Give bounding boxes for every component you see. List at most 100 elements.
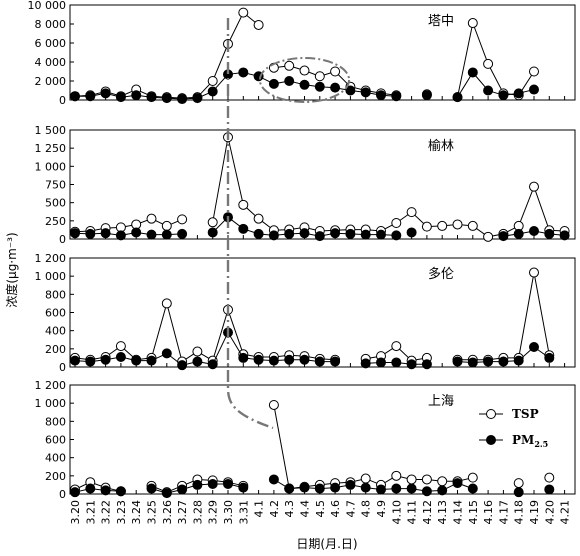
y-tick-label: 1 000 bbox=[35, 397, 67, 410]
tsp-point bbox=[406, 207, 417, 218]
tsp-point bbox=[437, 476, 448, 487]
pm25-line bbox=[74, 488, 121, 493]
pm25-point bbox=[100, 228, 111, 239]
legend-pm25-label: PM2.5 bbox=[512, 433, 548, 449]
panels-layer: 0 2 000 4 000 6 000 8 000 10 000 塔中 0 250 500 750 1… bbox=[28, 0, 576, 525]
x-tick-label: 4.1 bbox=[253, 500, 266, 518]
pm25-point bbox=[544, 484, 555, 495]
x-tick-label: 4.20 bbox=[543, 500, 556, 525]
tsp-point bbox=[483, 58, 494, 69]
tsp-point bbox=[391, 218, 402, 229]
pm25-point bbox=[406, 359, 417, 370]
pm25-point bbox=[467, 483, 478, 494]
pm25-point bbox=[330, 228, 341, 239]
pm25-point bbox=[299, 482, 310, 493]
pm25-point bbox=[299, 79, 310, 90]
legend: TSP PM2.5 bbox=[479, 407, 548, 449]
highlight-ellipse bbox=[258, 57, 351, 103]
pm25-point bbox=[513, 355, 524, 366]
pm25-point bbox=[161, 93, 172, 104]
pm25-point bbox=[268, 78, 279, 89]
x-tick-label: 4.10 bbox=[390, 500, 403, 525]
tsp-point bbox=[253, 19, 264, 30]
pm25-point bbox=[314, 483, 325, 494]
x-tick-label: 4.11 bbox=[406, 500, 419, 525]
pm25-point bbox=[115, 230, 126, 241]
tsp-line bbox=[212, 137, 565, 238]
x-tick-label: 3.24 bbox=[130, 500, 143, 525]
tsp-point bbox=[406, 474, 417, 485]
pm25-point bbox=[161, 348, 172, 359]
pm25-point bbox=[70, 355, 80, 366]
legend-tsp-label: TSP bbox=[512, 407, 539, 421]
y-tick-label: 400 bbox=[45, 325, 66, 338]
pm25-point bbox=[192, 356, 203, 367]
x-tick-label: 3.26 bbox=[161, 500, 174, 525]
pm25-point bbox=[529, 342, 539, 353]
x-tick-label: 3.22 bbox=[100, 500, 113, 525]
x-tick-label: 4.14 bbox=[452, 500, 465, 525]
tsp-point bbox=[529, 66, 539, 77]
y-tick-label: 0 bbox=[59, 361, 66, 374]
tsp-point bbox=[467, 220, 478, 231]
pm25-point bbox=[498, 90, 509, 101]
tsp-point bbox=[299, 65, 310, 76]
x-axis-title: 日期(月.日) bbox=[296, 537, 357, 551]
pm25-point bbox=[70, 228, 80, 239]
x-tick-label: 4.5 bbox=[314, 500, 327, 518]
x-tick-label: 3.28 bbox=[191, 500, 204, 525]
y-axis-title: 浓度(μg·m⁻³) bbox=[4, 232, 19, 307]
tsp-point bbox=[161, 298, 172, 309]
tsp-point bbox=[284, 60, 295, 71]
pm25-point bbox=[284, 76, 295, 86]
pm25-point bbox=[115, 486, 126, 497]
pm25-point bbox=[207, 86, 218, 97]
panel-frame bbox=[69, 257, 576, 368]
pm25-point bbox=[345, 228, 356, 239]
pm25-point bbox=[513, 487, 524, 498]
y-tick-label: 4 000 bbox=[35, 56, 67, 69]
legend-pm25-name: PM bbox=[512, 433, 534, 447]
tsp-point bbox=[238, 7, 249, 18]
tsp-point bbox=[207, 217, 218, 228]
x-tick-label: 4.15 bbox=[467, 500, 480, 525]
y-tick-label: 500 bbox=[45, 197, 66, 210]
pm25-point bbox=[146, 229, 157, 240]
y-tick-label: 800 bbox=[45, 415, 66, 428]
tsp-point bbox=[161, 220, 172, 231]
panel-2: 0 250 500 750 1 000 1 250 1 500 榆林 bbox=[35, 124, 576, 246]
pm25-point bbox=[268, 355, 279, 366]
pm25-point bbox=[299, 354, 310, 365]
pm25-point bbox=[284, 483, 295, 494]
tsp-point bbox=[115, 341, 126, 352]
tsp-point bbox=[421, 474, 432, 485]
pm25-point bbox=[207, 227, 218, 238]
pm25-point bbox=[452, 478, 463, 489]
pm25-point bbox=[421, 90, 432, 101]
tsp-line bbox=[74, 481, 122, 492]
overlay-layer bbox=[226, 18, 351, 430]
y-tick-label: 1 000 bbox=[35, 270, 67, 283]
tsp-line bbox=[74, 301, 336, 363]
pm25-point bbox=[268, 230, 279, 241]
pm25-point bbox=[406, 227, 417, 238]
pm25-point bbox=[85, 356, 96, 367]
x-tick-label: 3.25 bbox=[146, 500, 159, 525]
y-tick-label: 1 000 bbox=[35, 160, 67, 173]
x-tick-label: 3.23 bbox=[115, 500, 128, 525]
tsp-point bbox=[177, 214, 188, 225]
tsp-point bbox=[360, 473, 371, 484]
x-tick-label: 4.13 bbox=[436, 500, 449, 525]
pm25-point bbox=[131, 227, 142, 238]
pm25-point bbox=[345, 479, 356, 490]
tsp-point bbox=[544, 472, 555, 483]
station-label: 榆林 bbox=[428, 139, 454, 154]
tsp-point bbox=[330, 66, 341, 77]
pm25-point bbox=[498, 356, 509, 367]
pm25-point bbox=[146, 483, 157, 494]
pm25-point bbox=[529, 226, 539, 237]
pm25-point bbox=[314, 81, 325, 92]
tsp-point bbox=[452, 219, 463, 230]
pm25-point bbox=[85, 91, 96, 102]
legend-tsp-marker bbox=[486, 409, 496, 419]
